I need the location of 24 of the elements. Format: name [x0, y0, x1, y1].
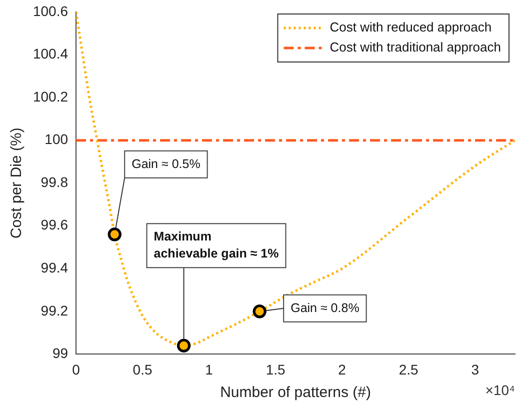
y-tick-label: 100.4 — [32, 46, 68, 62]
legend-label: Cost with traditional approach — [330, 40, 502, 55]
y-tick-label: 99.4 — [40, 260, 68, 276]
annotation: Gain ≈ 0.5% — [132, 156, 200, 171]
x-tick-label: 1.5 — [266, 361, 286, 378]
x-axis-title: Number of patterns (#) — [220, 384, 371, 402]
legend-label: Cost with reduced approach — [330, 20, 492, 35]
y-tick-label: 100 — [44, 131, 68, 148]
y-tick-label: 99.8 — [40, 174, 68, 190]
y-axis-title: Cost per Die (%) — [8, 128, 26, 239]
text: ×10⁴ — [485, 382, 515, 398]
y-tick-label: 100.6 — [32, 2, 68, 19]
y-tick-label: 99.2 — [40, 302, 68, 318]
x-tick-label: 2.5 — [398, 361, 419, 378]
x-tick-label: 2 — [338, 361, 346, 378]
x-tick-label: 1 — [205, 361, 214, 378]
x-tick-label: 0.5 — [132, 361, 152, 378]
y-tick-label: 99.6 — [40, 216, 68, 233]
annotation: Maximum achievable gain ≈ 1% — [154, 230, 279, 261]
y-tick-label: 100.2 — [32, 88, 68, 104]
y-tick-label: 99 — [52, 345, 68, 362]
x-tick-label: 0 — [72, 361, 80, 378]
annotation: Gain ≈ 0.8% — [290, 300, 360, 315]
x-tick-label: 3 — [471, 361, 480, 378]
